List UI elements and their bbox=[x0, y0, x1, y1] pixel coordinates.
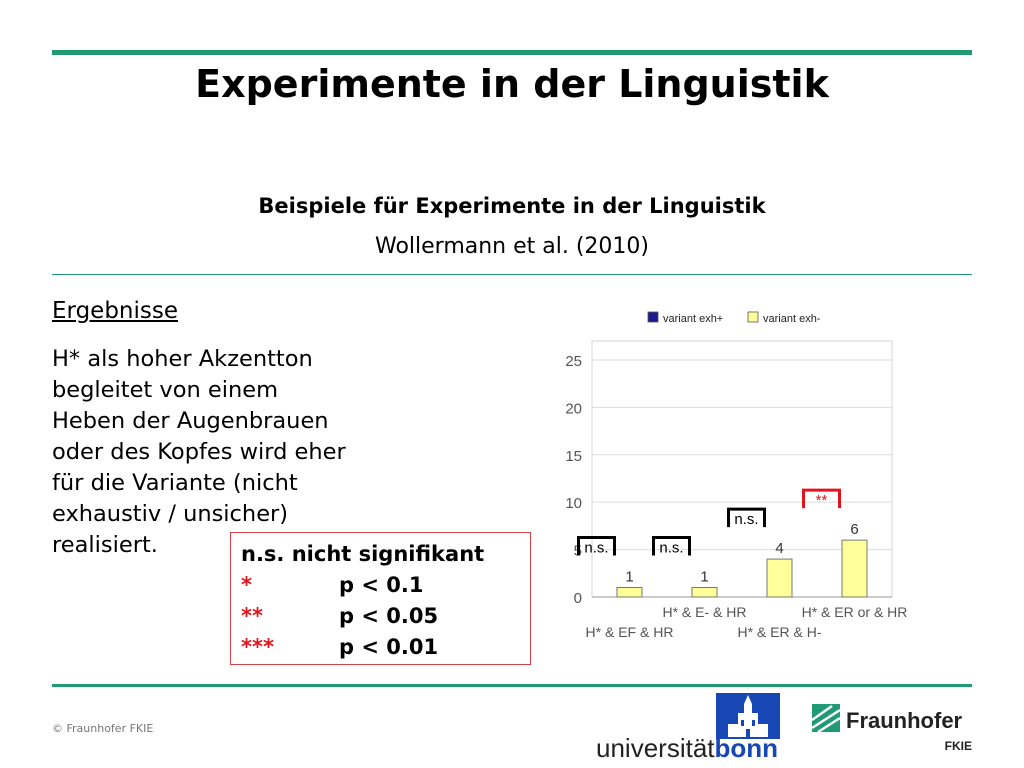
x-category-label: H* & EF & HR bbox=[586, 624, 674, 640]
y-tick-label: 0 bbox=[574, 590, 582, 607]
bottom-divider bbox=[52, 684, 972, 687]
legend-title: n.s. nicht signifikant bbox=[241, 542, 485, 566]
fraunhofer-logo: Fraunhofer FKIE bbox=[812, 704, 972, 753]
significance-label: n.s. bbox=[659, 540, 683, 557]
bonn-logo-text: universitätbonn bbox=[596, 733, 778, 761]
middle-divider bbox=[52, 274, 972, 275]
legend-symbol: *** bbox=[241, 635, 274, 659]
y-tick-label: 25 bbox=[565, 353, 582, 370]
legend-label: p < 0.1 bbox=[339, 573, 424, 597]
significance-bracket bbox=[652, 536, 691, 556]
significance-bracket bbox=[727, 507, 766, 528]
bar-data-label: 6 bbox=[850, 521, 858, 538]
legend-row: *** p < 0.01 bbox=[241, 632, 520, 663]
significance-bracket bbox=[802, 488, 841, 509]
bar-data-label: 4 bbox=[775, 540, 783, 557]
chart-legend-swatch bbox=[747, 311, 759, 323]
significance-label: n.s. bbox=[584, 540, 608, 557]
bar-data-label: 1 bbox=[700, 569, 708, 586]
body-line: begleitet von einem bbox=[52, 377, 278, 403]
fraunhofer-logo-text: Fraunhofer bbox=[846, 708, 963, 733]
legend-label: p < 0.01 bbox=[339, 635, 439, 659]
chart-legend-swatch bbox=[647, 311, 659, 323]
legend-symbol: ** bbox=[241, 604, 263, 628]
body-text: H* als hoher Akzentton begleitet von ein… bbox=[52, 344, 422, 561]
section-heading: Ergebnisse bbox=[52, 298, 179, 324]
significance-bracket bbox=[577, 536, 616, 556]
slide-subtitle: Beispiele für Experimente in der Linguis… bbox=[258, 194, 766, 218]
body-line: für die Variante (nicht bbox=[52, 470, 298, 496]
significance-label: ** bbox=[816, 492, 828, 509]
body-line: Heben der Augenbrauen bbox=[52, 408, 329, 434]
x-category-label: H* & ER or & HR bbox=[802, 604, 908, 620]
significance-label: n.s. bbox=[734, 511, 758, 528]
page-title: Experimente in der Linguistik bbox=[195, 62, 829, 106]
legend-label: p < 0.05 bbox=[339, 604, 439, 628]
y-tick-label: 15 bbox=[565, 448, 582, 465]
body-line: realisiert. bbox=[52, 532, 158, 558]
body-line: exhaustiv / unsicher) bbox=[52, 501, 289, 527]
fraunhofer-logo-sub: FKIE bbox=[945, 739, 972, 753]
bar bbox=[766, 558, 793, 598]
footer-copyright: © Fraunhofer FKIE bbox=[52, 722, 154, 735]
chart-legend-label: variant exh- bbox=[763, 313, 821, 325]
bar bbox=[616, 587, 643, 598]
bar bbox=[691, 587, 718, 598]
significance-legend: n.s. nicht signifikant * p < 0.1 ** p < … bbox=[230, 532, 531, 665]
bar bbox=[841, 539, 868, 598]
y-tick-label: 10 bbox=[565, 495, 582, 512]
body-line: H* als hoher Akzentton bbox=[52, 346, 313, 372]
legend-row: ** p < 0.05 bbox=[241, 601, 520, 632]
university-bonn-logo: universitätbonn bbox=[596, 693, 780, 761]
legend-symbol: * bbox=[241, 573, 252, 597]
bar-data-label: 1 bbox=[625, 569, 633, 586]
chart-legend-label: variant exh+ bbox=[663, 313, 723, 325]
x-category-label: H* & ER & H- bbox=[737, 624, 821, 640]
top-divider bbox=[52, 50, 972, 55]
citation: Wollermann et al. (2010) bbox=[374, 234, 650, 259]
body-line: oder des Kopfes wird eher bbox=[52, 439, 346, 465]
x-category-label: H* & E- & HR bbox=[662, 604, 746, 620]
legend-row: * p < 0.1 bbox=[241, 570, 520, 601]
y-tick-label: 20 bbox=[565, 400, 582, 417]
fraunhofer-mark-icon bbox=[812, 704, 841, 734]
